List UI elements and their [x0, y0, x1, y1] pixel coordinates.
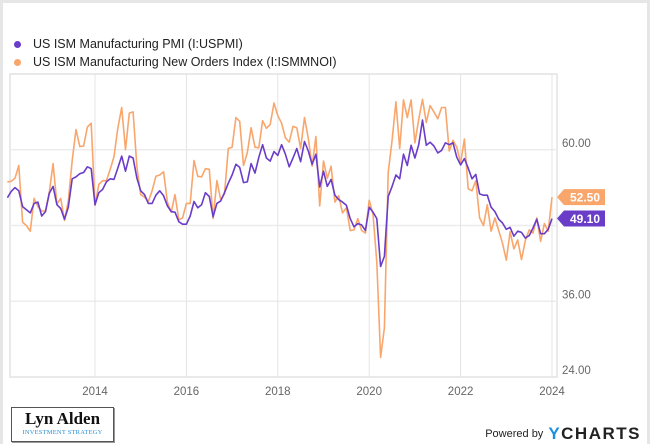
- legend-item-new-orders[interactable]: US ISM Manufacturing New Orders Index (I…: [14, 53, 337, 71]
- logo-main-text: Lyn Alden: [24, 409, 101, 428]
- last-value-tags: 49.10 52.50: [557, 189, 605, 227]
- logo-sub-text: INVESTMENT STRATEGY: [22, 429, 103, 436]
- x-tick-label: 2018: [265, 386, 291, 398]
- y-tick-label: 24.00: [562, 365, 591, 377]
- legend: US ISM Manufacturing PMI (I:USPMI) US IS…: [14, 35, 337, 71]
- legend-dot-new-orders: [14, 58, 21, 66]
- ycharts-rest: CHARTS: [561, 424, 641, 443]
- tag-label: 52.50: [570, 191, 600, 205]
- powered-by-text: Powered by: [485, 428, 544, 440]
- legend-dot-pmi: [14, 40, 21, 48]
- x-tick-label: 2016: [174, 386, 200, 398]
- powered-by-ycharts[interactable]: Powered by YCHARTS: [485, 424, 641, 444]
- ycharts-y: Y: [548, 424, 562, 443]
- gridlines: [9, 73, 558, 378]
- lyn-alden-logo: Lyn Alden INVESTMENT STRATEGY: [11, 407, 114, 442]
- series-line-new-orders: [7, 98, 553, 359]
- y-tick-label: 60.00: [562, 138, 591, 150]
- x-tick-label: 2024: [539, 386, 565, 398]
- tag-shape: [557, 189, 605, 206]
- x-tick-label: 2022: [448, 386, 474, 398]
- legend-label-pmi: US ISM Manufacturing PMI (I:USPMI): [33, 37, 243, 51]
- legend-item-pmi[interactable]: US ISM Manufacturing PMI (I:USPMI): [14, 35, 337, 53]
- legend-label-new-orders: US ISM Manufacturing New Orders Index (I…: [33, 55, 337, 69]
- last-value-tag-pmi: 49.10: [557, 210, 605, 227]
- y-tick-label: 36.00: [562, 289, 591, 301]
- x-tick-label: 2020: [356, 386, 382, 398]
- axes: 2014 2016 2018 2020 2022 2024 24.00 36.00 60.00: [82, 138, 591, 398]
- tag-shape: [557, 210, 605, 227]
- ycharts-logo: YCHARTS: [548, 424, 641, 444]
- series-line-pmi: [6, 119, 553, 268]
- x-tick-label: 2014: [82, 386, 108, 398]
- last-value-tag-new-orders: 52.50: [557, 189, 605, 206]
- series-lines: [6, 98, 553, 359]
- tag-label: 49.10: [570, 212, 600, 226]
